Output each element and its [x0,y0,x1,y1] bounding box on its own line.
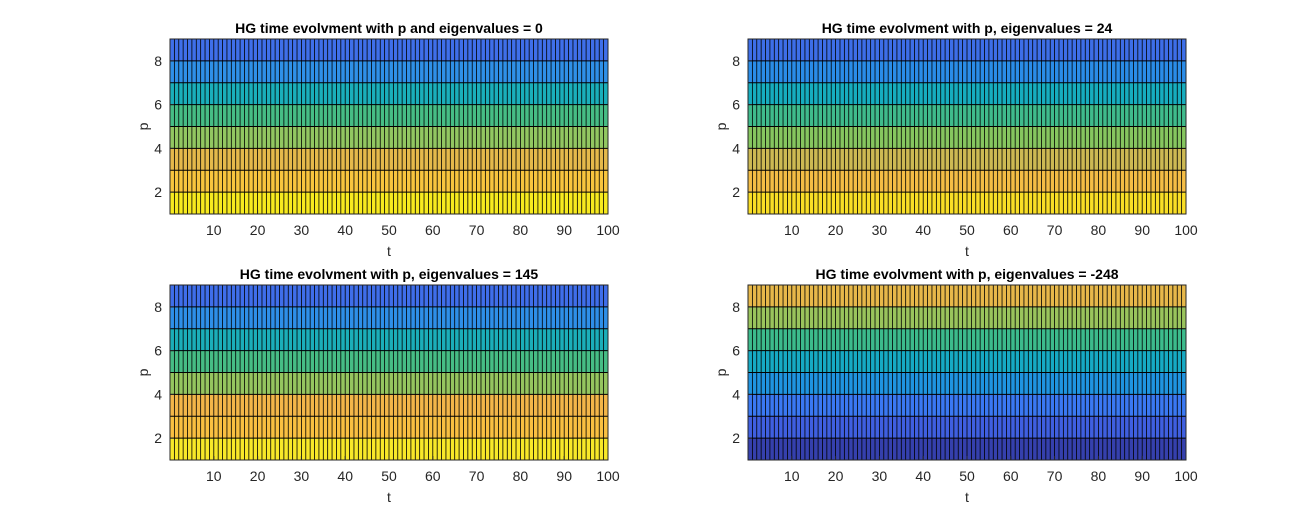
y-tick-label: 8 [732,53,740,69]
x-tick-label: 80 [1091,468,1107,484]
chart-title: HG time evolvment with p, eigenvalues = … [822,20,1113,36]
y-tick-label: 6 [154,343,162,359]
y-tick-label: 8 [154,299,162,315]
x-tick-label: 10 [206,468,222,484]
x-tick-label: 30 [872,468,888,484]
y-tick-label: 2 [154,430,162,446]
y-tick-label: 6 [154,97,162,113]
subplot-1-heatmap: HG time evolvment with p and eigenvalues… [135,20,620,259]
cell-edges-vertical [170,39,608,214]
cell-edges-vertical [170,285,608,460]
x-tick-label: 20 [828,222,844,238]
y-tick-label: 2 [732,430,740,446]
x-tick-label: 10 [206,222,222,238]
x-tick-label: 70 [1047,468,1063,484]
x-tick-label: 20 [250,468,266,484]
y-tick-label: 6 [732,343,740,359]
x-tick-label: 80 [513,468,529,484]
x-tick-label: 50 [381,468,397,484]
x-tick-label: 100 [1174,468,1198,484]
x-tick-label: 10 [784,222,800,238]
x-tick-label: 70 [469,222,485,238]
x-tick-label: 30 [294,222,310,238]
x-tick-label: 80 [1091,222,1107,238]
y-axis-label: p [713,122,729,130]
x-axis-label: t [387,489,391,505]
x-tick-label: 100 [1174,222,1198,238]
y-tick-label: 4 [154,386,162,402]
x-tick-label: 70 [469,468,485,484]
x-tick-label: 50 [959,222,975,238]
x-tick-label: 30 [872,222,888,238]
y-tick-label: 8 [732,299,740,315]
cell-edges-vertical [748,39,1186,214]
x-axis-label: t [965,489,969,505]
x-tick-label: 20 [250,222,266,238]
x-axis-label: t [965,243,969,259]
subplot-2-heatmap: HG time evolvment with p, eigenvalues = … [713,20,1198,259]
chart-title: HG time evolvment with p and eigenvalues… [235,20,543,36]
subplot-3-heatmap: HG time evolvment with p, eigenvalues = … [135,266,620,505]
x-tick-label: 40 [915,468,931,484]
x-tick-label: 60 [425,468,441,484]
x-tick-label: 70 [1047,222,1063,238]
x-tick-label: 90 [1134,222,1150,238]
row-edge-lines [170,60,608,193]
chart-title: HG time evolvment with p, eigenvalues = … [815,266,1118,282]
y-axis-label: p [713,368,729,376]
row-edge-lines [748,60,1186,193]
x-tick-label: 40 [337,468,353,484]
y-tick-label: 4 [154,140,162,156]
cell-edges-vertical [748,285,1186,460]
x-tick-label: 50 [381,222,397,238]
x-tick-label: 100 [596,468,620,484]
y-tick-label: 2 [154,184,162,200]
row-edge-lines [170,306,608,439]
x-tick-label: 20 [828,468,844,484]
x-tick-label: 90 [1134,468,1150,484]
y-tick-label: 2 [732,184,740,200]
x-tick-label: 60 [425,222,441,238]
x-tick-label: 50 [959,468,975,484]
x-tick-label: 30 [294,468,310,484]
chart-title: HG time evolvment with p, eigenvalues = … [240,266,539,282]
x-tick-label: 90 [556,222,572,238]
y-tick-label: 6 [732,97,740,113]
x-tick-label: 60 [1003,468,1019,484]
x-tick-label: 40 [915,222,931,238]
x-tick-label: 80 [513,222,529,238]
x-tick-label: 40 [337,222,353,238]
x-tick-label: 60 [1003,222,1019,238]
y-tick-label: 4 [732,386,740,402]
x-tick-label: 100 [596,222,620,238]
y-tick-label: 8 [154,53,162,69]
x-tick-label: 10 [784,468,800,484]
y-tick-label: 4 [732,140,740,156]
row-edge-lines [748,306,1186,439]
y-axis-label: p [135,122,151,130]
y-axis-label: p [135,368,151,376]
x-axis-label: t [387,243,391,259]
subplot-4-heatmap: HG time evolvment with p, eigenvalues = … [713,266,1198,505]
x-tick-label: 90 [556,468,572,484]
